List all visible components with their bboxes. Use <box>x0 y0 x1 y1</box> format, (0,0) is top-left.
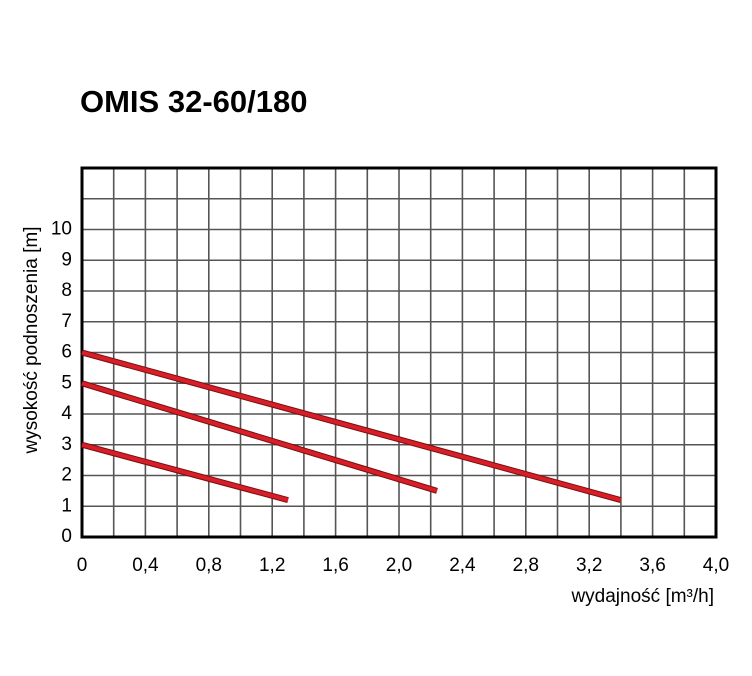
x-tick-label: 0,8 <box>196 555 222 576</box>
curve <box>81 350 622 503</box>
y-tick-label: 8 <box>61 280 72 301</box>
y-tick-label: 9 <box>61 249 72 270</box>
y-tick-label: 4 <box>61 403 72 424</box>
y-tick-label: 7 <box>61 311 72 332</box>
y-tick-label: 6 <box>61 342 72 363</box>
y-tick-label: 10 <box>51 219 72 240</box>
x-tick-label: 2,0 <box>386 555 412 576</box>
x-tick-label: 3,6 <box>639 555 665 576</box>
y-tick-label: 1 <box>61 495 72 516</box>
curve <box>81 381 438 493</box>
x-axis-title: wydajność [m³/h] <box>570 586 714 607</box>
x-tick-label: 4,0 <box>703 555 729 576</box>
chart-title: OMIS 32-60/180 <box>80 84 307 119</box>
y-tick-label: 0 <box>61 526 72 547</box>
x-tick-label: 3,2 <box>576 555 602 576</box>
y-axis-title: wysokość podnoszenia [m] <box>21 226 42 454</box>
y-tick-label: 3 <box>61 434 72 455</box>
y-tick-label: 5 <box>61 372 72 393</box>
x-tick-label: 0 <box>77 555 88 576</box>
x-tick-label: 0,4 <box>132 555 159 576</box>
x-tick-label: 2,4 <box>449 555 476 576</box>
x-tick-label: 2,8 <box>513 555 539 576</box>
curve <box>81 442 289 503</box>
y-tick-label: 2 <box>61 465 72 486</box>
x-tick-label: 1,6 <box>322 555 348 576</box>
x-tick-label: 1,2 <box>259 555 285 576</box>
